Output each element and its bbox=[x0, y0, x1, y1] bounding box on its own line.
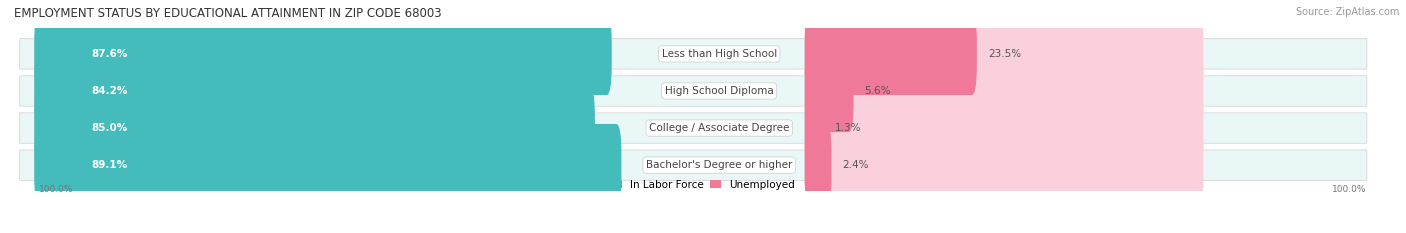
Text: 100.0%: 100.0% bbox=[39, 185, 75, 194]
Text: 100.0%: 100.0% bbox=[1331, 185, 1367, 194]
Text: 5.6%: 5.6% bbox=[865, 86, 891, 96]
Text: 87.6%: 87.6% bbox=[91, 49, 128, 59]
FancyBboxPatch shape bbox=[804, 13, 1204, 95]
FancyBboxPatch shape bbox=[34, 124, 621, 206]
Text: High School Diploma: High School Diploma bbox=[665, 86, 773, 96]
Text: Less than High School: Less than High School bbox=[662, 49, 776, 59]
FancyBboxPatch shape bbox=[20, 150, 1367, 180]
FancyBboxPatch shape bbox=[34, 50, 589, 132]
FancyBboxPatch shape bbox=[804, 50, 853, 132]
Text: 85.0%: 85.0% bbox=[91, 123, 128, 133]
FancyBboxPatch shape bbox=[804, 87, 1204, 169]
FancyBboxPatch shape bbox=[804, 87, 824, 169]
FancyBboxPatch shape bbox=[804, 124, 831, 206]
FancyBboxPatch shape bbox=[804, 50, 1204, 132]
Text: 23.5%: 23.5% bbox=[988, 49, 1021, 59]
Text: 1.3%: 1.3% bbox=[835, 123, 862, 133]
FancyBboxPatch shape bbox=[20, 39, 1367, 69]
Text: 2.4%: 2.4% bbox=[842, 160, 869, 170]
FancyBboxPatch shape bbox=[34, 87, 595, 169]
FancyBboxPatch shape bbox=[34, 13, 612, 95]
FancyBboxPatch shape bbox=[20, 76, 1367, 106]
Text: Bachelor's Degree or higher: Bachelor's Degree or higher bbox=[645, 160, 793, 170]
FancyBboxPatch shape bbox=[804, 13, 977, 95]
Legend: In Labor Force, Unemployed: In Labor Force, Unemployed bbox=[607, 176, 799, 194]
Text: Source: ZipAtlas.com: Source: ZipAtlas.com bbox=[1295, 7, 1399, 17]
Text: College / Associate Degree: College / Associate Degree bbox=[650, 123, 789, 133]
Text: 84.2%: 84.2% bbox=[91, 86, 128, 96]
Text: EMPLOYMENT STATUS BY EDUCATIONAL ATTAINMENT IN ZIP CODE 68003: EMPLOYMENT STATUS BY EDUCATIONAL ATTAINM… bbox=[14, 7, 441, 20]
FancyBboxPatch shape bbox=[804, 124, 1204, 206]
Text: 89.1%: 89.1% bbox=[91, 160, 128, 170]
FancyBboxPatch shape bbox=[20, 113, 1367, 143]
